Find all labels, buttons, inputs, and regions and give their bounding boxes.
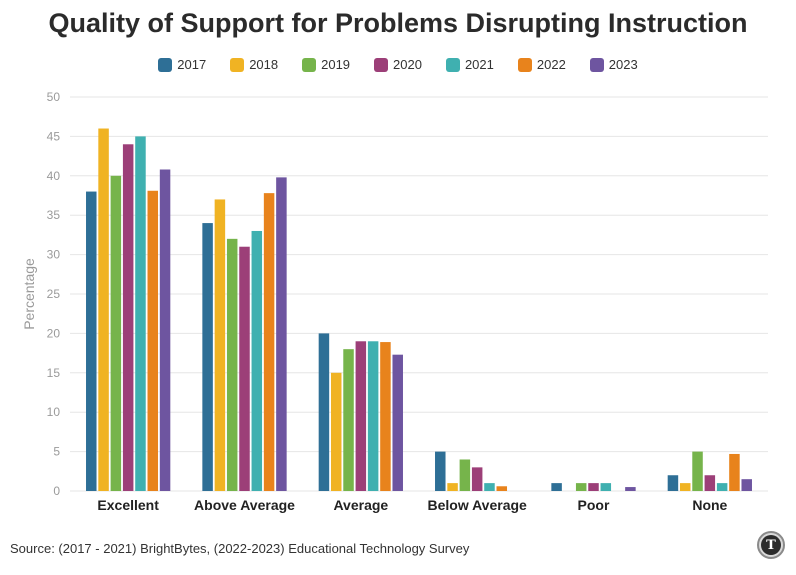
logo: T [757,531,785,559]
bar-above-average-2017 [202,223,213,491]
legend-label: 2018 [249,57,279,72]
legend-item-2019[interactable]: 2019 [302,57,350,72]
bar-below-average-2018 [447,483,458,491]
bar-excellent-2023 [159,169,171,491]
y-tick-label: 0 [53,484,60,498]
bar-below-average-2017 [435,451,446,491]
bar-excellent-2018 [98,128,109,491]
source-note: Source: (2017 - 2021) BrightBytes, (2022… [10,541,470,556]
x-tick-label: Below Average [427,497,527,513]
bar-average-2018 [330,372,342,491]
bar-poor-2019 [575,483,587,491]
legend-label: 2021 [464,57,494,72]
x-tick-label: Average [333,497,388,513]
x-tick-label: Excellent [97,497,159,513]
y-axis-label: Percentage [21,258,37,330]
y-tick-label: 35 [47,208,61,222]
bar-below-average-2022 [496,486,508,491]
legend-item-2020[interactable]: 2020 [374,57,422,72]
legend-label: 2017 [177,57,207,72]
bar-below-average-2020 [471,467,483,491]
bar-above-average-2018 [214,199,226,491]
bar-average-2017 [318,333,330,491]
legend-swatch [230,57,245,72]
bar-below-average-2019 [459,459,471,491]
bar-none-2023 [741,479,752,491]
legend-label: 2019 [321,57,351,72]
y-tick-label: 25 [47,287,61,301]
bar-none-2019 [692,451,703,491]
legend-swatch [302,57,317,72]
bar-average-2021 [367,341,379,491]
legend-swatch [589,57,604,72]
x-tick-label: Poor [578,497,610,513]
logo-mark: T [761,535,781,555]
bar-chart: 0 5 10 15 20 25 30 35 40 45 50 Percentage Excellent A… [21,90,768,513]
legend-swatch [445,57,460,72]
bar-average-2019 [343,349,354,491]
y-tick-label: 45 [47,129,61,143]
legend-swatch [517,57,532,72]
bar-poor-2023 [625,487,636,491]
bar-above-average-2019 [226,238,238,491]
bar-average-2023 [392,354,403,491]
y-tick-label: 10 [47,405,61,419]
bar-none-2020 [704,475,716,491]
bar-above-average-2023 [276,177,287,491]
bar-average-2020 [355,341,367,491]
legend-item-2017[interactable]: 2017 [158,57,206,72]
bar-above-average-2022 [263,193,275,492]
bar-none-2017 [667,475,679,491]
chart-title: Quality of Support for Problems Disrupti… [48,8,748,38]
bar-none-2018 [679,483,691,491]
y-tick-label: 40 [47,169,61,183]
bar-excellent-2022 [147,190,159,491]
legend-item-2021[interactable]: 2021 [445,57,494,72]
bar-excellent-2017 [86,191,97,491]
legend-item-2022[interactable]: 2022 [517,57,566,72]
bar-above-average-2021 [251,230,263,491]
y-tick-label: 50 [47,90,61,104]
bar-below-average-2021 [484,483,495,491]
legend-swatch [158,57,173,72]
legend-item-2023[interactable]: 2023 [589,57,638,72]
y-tick-label: 20 [47,326,61,340]
legend-label: 2022 [536,57,566,72]
legend-swatch [374,57,389,72]
bar-none-2022 [729,453,740,491]
bar-excellent-2021 [135,136,146,491]
bar-average-2022 [380,342,391,491]
legend-item-2018[interactable]: 2018 [230,57,278,72]
bar-poor-2021 [600,483,612,491]
legend-label: 2020 [393,57,422,72]
bar-excellent-2019 [110,175,122,492]
bar-excellent-2020 [122,144,134,491]
bar-above-average-2020 [239,246,250,491]
legend: 2017 2018 2019 2020 2021 2022 2023 [0,57,796,72]
y-tick-label: 5 [53,445,60,459]
y-tick-label: 15 [47,366,61,380]
x-tick-label: None [692,497,727,513]
bar-poor-2020 [588,483,599,491]
bar-poor-2017 [551,483,562,491]
x-tick-label: Above Average [194,497,295,513]
legend-label: 2023 [608,57,638,72]
y-tick-label: 30 [47,248,61,262]
bar-none-2021 [716,483,728,491]
